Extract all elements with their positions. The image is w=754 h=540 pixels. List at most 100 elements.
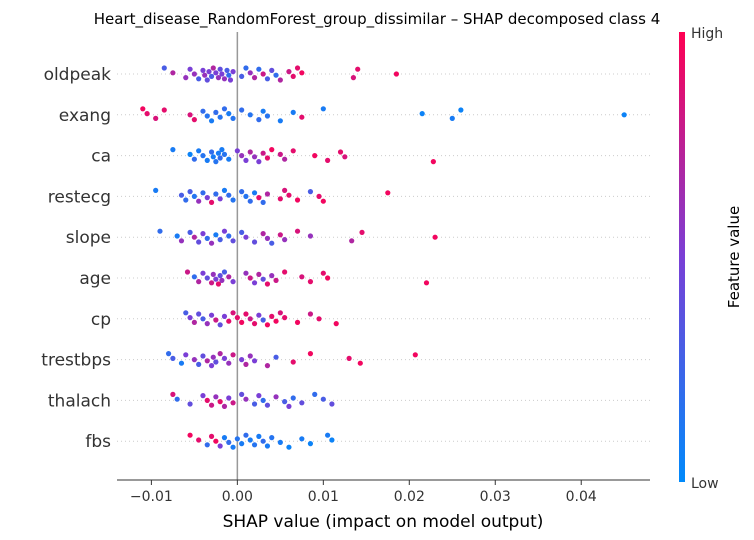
shap-point (196, 198, 202, 204)
x-tick-label: 0.03 (480, 489, 511, 505)
shap-point (178, 192, 185, 198)
shap-point (320, 106, 326, 112)
shap-point (277, 118, 283, 124)
shap-point (247, 316, 253, 322)
shap-point (140, 106, 146, 112)
shap-point (170, 391, 176, 397)
shap-point (307, 311, 314, 317)
shap-point (204, 358, 210, 364)
x-axis-ticks: −0.01 0.00 0.01 0.02 0.03 0.04 (130, 480, 597, 505)
shap-point (226, 111, 232, 117)
shap-point (247, 198, 253, 204)
shap-point (230, 352, 236, 358)
shap-point (264, 191, 271, 197)
shap-point (299, 70, 305, 76)
shap-point (385, 190, 391, 196)
shap-point (277, 77, 283, 83)
shap-point (312, 153, 318, 159)
shap-point (290, 73, 296, 79)
shap-point (251, 154, 258, 160)
shap-point (200, 190, 206, 196)
shap-point (294, 319, 301, 325)
shap-point (196, 311, 202, 317)
shap-point (183, 310, 189, 316)
shap-point (210, 271, 216, 277)
shap-point (325, 157, 331, 163)
shap-point (325, 275, 331, 281)
shap-point (325, 432, 331, 438)
shap-point (170, 70, 176, 76)
shap-point (239, 107, 245, 113)
shap-point (191, 357, 197, 363)
shap-point (187, 229, 193, 235)
shap-point (239, 189, 245, 195)
shap-point (264, 281, 271, 287)
shap-point (157, 228, 163, 234)
shap-point (208, 149, 215, 155)
shap-point (227, 77, 234, 83)
shap-point (355, 66, 361, 72)
shap-point (215, 281, 222, 287)
shap-point (307, 279, 314, 285)
shap-point (230, 115, 236, 121)
shap-point (256, 195, 262, 201)
feature-row-cp (183, 310, 339, 328)
shap-point (200, 108, 206, 114)
shap-point (204, 275, 210, 281)
shap-point (204, 442, 210, 448)
shap-point (320, 198, 326, 204)
shap-point (312, 391, 318, 397)
shap-point (260, 71, 266, 77)
feature-row-age (184, 269, 430, 287)
shap-point (206, 69, 212, 75)
shap-point (273, 277, 279, 283)
shap-point (230, 279, 236, 285)
shap-point (234, 436, 240, 442)
shap-point (256, 433, 262, 439)
shap-point (282, 187, 288, 193)
colorbar-title: Feature value (725, 206, 743, 308)
shap-point (208, 433, 215, 439)
shap-point (299, 274, 305, 280)
shap-point (226, 192, 232, 198)
shap-point (187, 151, 193, 157)
shap-point (210, 354, 216, 360)
shap-point (213, 317, 219, 323)
x-tick-label: 0.01 (308, 489, 339, 505)
shap-point (333, 321, 339, 327)
shap-point (307, 233, 314, 239)
shap-point (213, 394, 219, 400)
shap-point (208, 402, 215, 408)
shap-point (200, 153, 206, 159)
shap-point (217, 155, 223, 161)
shap-point (217, 351, 223, 357)
feature-row-trestbps (165, 351, 418, 369)
shap-point (277, 439, 283, 445)
shap-point (264, 155, 271, 161)
shap-point (213, 438, 219, 444)
feature-row-fbs (187, 432, 335, 450)
shap-point (221, 76, 228, 82)
shap-point (226, 439, 232, 445)
shap-point (234, 315, 240, 321)
shap-point (251, 401, 258, 407)
shap-point (230, 400, 236, 406)
shap-point (243, 65, 249, 71)
shap-point (187, 432, 193, 438)
shap-point (251, 280, 258, 286)
shap-point (170, 147, 176, 153)
shap-point (290, 148, 296, 154)
shap-point (226, 318, 232, 324)
shap-point (204, 77, 210, 83)
shap-point (256, 159, 262, 165)
shap-point (260, 108, 266, 114)
shap-point (213, 70, 219, 76)
shap-point (307, 441, 314, 447)
shap-point (282, 156, 288, 162)
shap-point (264, 322, 271, 328)
shap-point (191, 274, 197, 280)
shap-point (239, 319, 245, 325)
feature-row-oldpeak (161, 65, 399, 83)
feature-row-ca (170, 147, 436, 165)
shap-point (282, 237, 288, 243)
